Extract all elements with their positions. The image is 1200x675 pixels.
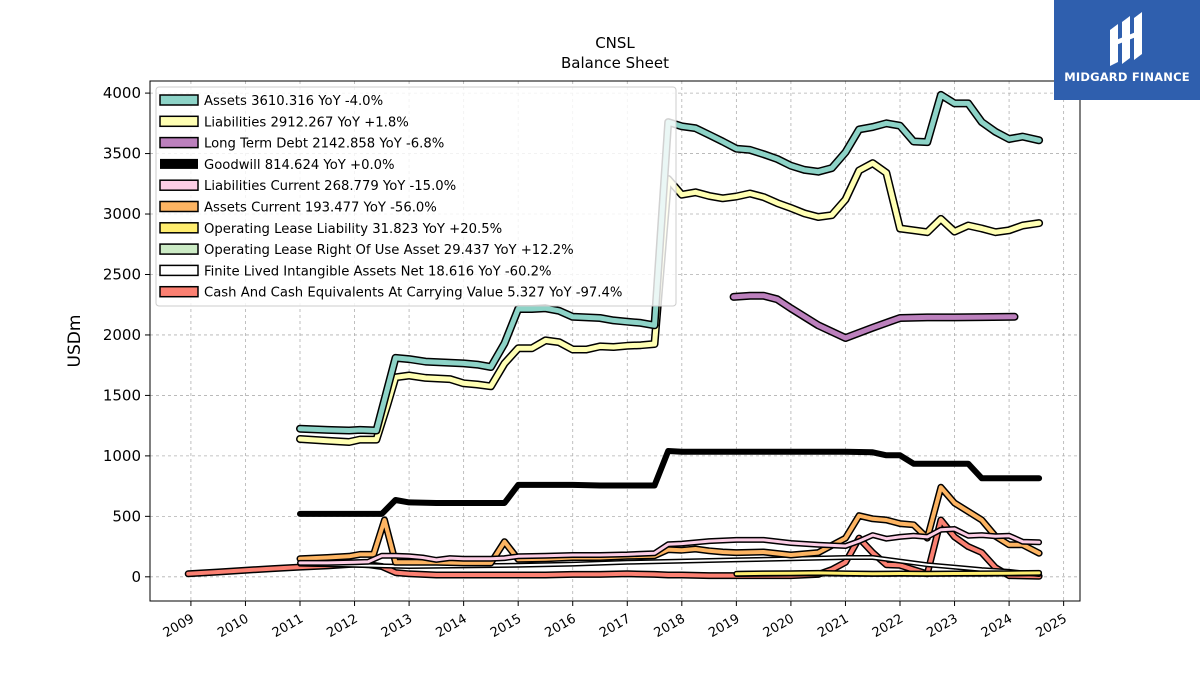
legend-box bbox=[155, 86, 677, 307]
legend-label: Liabilities Current 268.779 YoY -15.0% bbox=[204, 179, 456, 194]
series-6 bbox=[733, 569, 1043, 577]
y-tick-label: 1000 bbox=[103, 447, 141, 465]
chart-subtitle: Balance Sheet bbox=[561, 54, 669, 72]
brand-name: MIDGARD FINANCE bbox=[1064, 70, 1190, 84]
legend-label: Goodwill 814.624 YoY +0.0% bbox=[204, 158, 395, 173]
legend-swatch bbox=[159, 264, 199, 277]
legend-swatch bbox=[159, 243, 199, 255]
legend-item: Operating Lease Right Of Use Asset 29.43… bbox=[159, 243, 574, 258]
y-tick-label: 0 bbox=[131, 568, 141, 586]
y-axis-label: USDm bbox=[65, 315, 85, 368]
legend-item: Goodwill 814.624 YoY +0.0% bbox=[160, 158, 395, 173]
legend-swatch bbox=[159, 200, 199, 213]
legend-item: Assets Current 193.477 YoY -56.0% bbox=[159, 200, 437, 216]
legend-label: Long Term Debt 2142.858 YoY -6.8% bbox=[204, 137, 444, 152]
series-3 bbox=[297, 448, 1043, 517]
legend-swatch bbox=[159, 285, 199, 298]
series-4 bbox=[297, 526, 1043, 566]
legend-item: Assets 3610.316 YoY -4.0% bbox=[159, 94, 383, 109]
legend-label: Assets 3610.316 YoY -4.0% bbox=[204, 94, 383, 109]
legend-item: Liabilities Current 268.779 YoY -15.0% bbox=[159, 179, 456, 194]
legend-label: Assets Current 193.477 YoY -56.0% bbox=[204, 201, 437, 216]
legend-item: Operating Lease Liability 31.823 YoY +20… bbox=[159, 222, 502, 237]
legend-swatch bbox=[159, 222, 199, 234]
legend-label: Finite Lived Intangible Assets Net 18.61… bbox=[204, 264, 552, 279]
series-line bbox=[731, 293, 1017, 341]
series-line bbox=[297, 160, 1042, 445]
y-tick-label: 500 bbox=[112, 507, 141, 525]
legend-item: Liabilities 2912.267 YoY +1.8% bbox=[159, 115, 409, 130]
legend-item: Cash And Cash Equivalents At Carrying Va… bbox=[159, 285, 622, 301]
legend-swatch bbox=[159, 94, 199, 106]
series-lines bbox=[184, 90, 1044, 580]
series-line bbox=[297, 448, 1043, 517]
y-tick-label: 1500 bbox=[103, 386, 141, 404]
legend-item: Finite Lived Intangible Assets Net 18.61… bbox=[159, 264, 552, 279]
series-line bbox=[298, 485, 1042, 565]
series-line bbox=[298, 527, 1041, 565]
y-tick-label: 3000 bbox=[103, 205, 141, 223]
legend-swatch bbox=[160, 158, 198, 169]
series-2 bbox=[729, 291, 1019, 342]
legend-swatch bbox=[159, 136, 199, 149]
y-tick-label: 2500 bbox=[103, 265, 141, 283]
y-tick-label: 2000 bbox=[103, 326, 141, 344]
series-line bbox=[297, 92, 1042, 433]
series-1 bbox=[296, 159, 1044, 446]
midgard-logo-icon bbox=[1110, 12, 1142, 66]
legend-label: Operating Lease Liability 31.823 YoY +20… bbox=[204, 222, 502, 237]
plot-frame bbox=[149, 80, 1081, 602]
series-5 bbox=[296, 483, 1043, 567]
y-tick-label: 4000 bbox=[103, 84, 141, 102]
y-tick-label: 3500 bbox=[103, 145, 141, 163]
legend-item: Long Term Debt 2142.858 YoY -6.8% bbox=[159, 136, 444, 152]
legend: Assets 3610.316 YoY -4.0% Liabilities 291… bbox=[155, 86, 677, 307]
legend-swatch bbox=[159, 179, 199, 191]
series-line bbox=[734, 571, 1041, 576]
series-0 bbox=[296, 90, 1044, 435]
legend-swatch bbox=[159, 115, 199, 128]
brand-logo: MIDGARD FINANCE bbox=[1054, 0, 1200, 100]
legend-label: Cash And Cash Equivalents At Carrying Va… bbox=[204, 286, 622, 301]
chart-title: CNSL bbox=[595, 34, 635, 52]
legend-label: Operating Lease Right Of Use Asset 29.43… bbox=[204, 243, 574, 258]
legend-label: Liabilities 2912.267 YoY +1.8% bbox=[204, 115, 409, 130]
